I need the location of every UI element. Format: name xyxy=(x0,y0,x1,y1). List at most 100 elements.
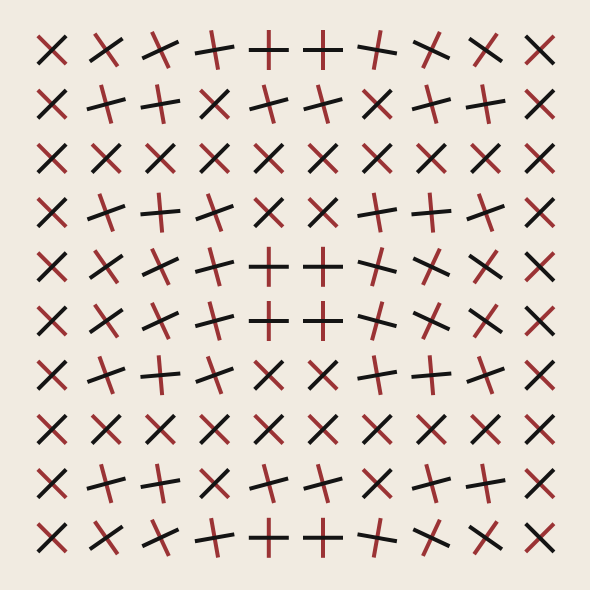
cross-mark xyxy=(524,359,556,391)
cross-mark xyxy=(36,251,68,283)
cross-mark xyxy=(524,34,556,66)
cross-mark xyxy=(36,413,68,445)
cross-bar-black xyxy=(140,208,181,217)
cross-mark xyxy=(357,192,398,233)
cross-mark xyxy=(468,520,504,556)
cross-mark xyxy=(466,355,506,395)
cross-bar-black xyxy=(524,142,556,174)
cross-bar-black xyxy=(36,88,68,120)
cross-mark xyxy=(412,518,451,557)
cross-bar-black xyxy=(307,197,339,229)
cross-mark xyxy=(141,31,180,69)
cross-mark xyxy=(303,517,343,558)
cross-mark xyxy=(303,84,343,125)
cross-mark xyxy=(140,463,181,504)
cross-bar-black xyxy=(88,307,124,335)
cross-bar-black xyxy=(86,476,127,491)
cross-mark xyxy=(524,88,556,120)
cross-bar-black xyxy=(36,142,68,174)
cross-bar-black xyxy=(357,259,398,274)
cross-mark xyxy=(361,88,393,120)
cross-mark xyxy=(524,522,556,554)
cross-mark xyxy=(357,355,398,396)
cross-bar-black xyxy=(361,468,393,500)
cross-mark xyxy=(411,192,452,233)
cross-bar-black xyxy=(468,253,504,280)
cross-bar-black xyxy=(357,532,398,544)
cross-bar-black xyxy=(361,88,393,120)
cross-grid xyxy=(36,29,556,558)
cross-mark xyxy=(144,142,176,174)
cross-mark xyxy=(357,29,398,71)
cross-mark xyxy=(307,197,339,229)
cross-bar-black xyxy=(144,413,176,445)
cross-bar-black xyxy=(36,305,68,337)
cross-mark xyxy=(36,522,68,554)
cross-bar-black xyxy=(357,207,398,219)
cross-mark xyxy=(141,247,180,286)
cross-mark xyxy=(466,193,506,233)
cross-bar-black xyxy=(524,413,556,445)
cross-bar-black xyxy=(411,476,452,491)
cross-mark xyxy=(86,193,126,233)
cross-mark xyxy=(194,29,235,71)
cross-bar-black xyxy=(199,142,231,174)
cross-mark xyxy=(303,246,343,287)
cross-bar-black xyxy=(470,413,502,445)
cross-bar-black xyxy=(140,371,181,379)
cross-mark xyxy=(415,413,447,445)
cross-bar-black xyxy=(357,313,398,329)
cross-bar-black xyxy=(524,251,556,283)
cross-mark xyxy=(412,31,451,69)
cross-bar-black xyxy=(307,359,339,391)
cross-bar-black xyxy=(248,97,289,112)
cross-mark xyxy=(357,246,398,287)
cross-mark xyxy=(248,463,289,504)
cross-mark xyxy=(361,413,393,445)
cross-bar-black xyxy=(253,142,285,174)
cross-bar-black xyxy=(36,359,68,391)
cross-mark xyxy=(524,305,556,337)
cross-bar-black xyxy=(88,36,124,64)
cross-bar-black xyxy=(524,34,556,66)
cross-mark xyxy=(465,84,506,125)
cross-mark xyxy=(361,468,393,500)
cross-mark xyxy=(524,468,556,500)
cross-mark xyxy=(194,301,235,341)
cross-bar-black xyxy=(90,413,122,445)
cross-bar-black xyxy=(307,413,339,445)
cross-mark xyxy=(199,88,231,120)
cross-bar-black xyxy=(468,36,504,64)
cross-bar-black xyxy=(86,366,126,384)
cross-bar-black xyxy=(253,197,285,229)
cross-mark xyxy=(248,30,289,70)
cross-mark xyxy=(303,301,343,341)
cross-bar-black xyxy=(86,97,127,112)
cross-mark xyxy=(86,463,127,504)
cross-mark xyxy=(248,301,289,341)
cross-mark xyxy=(36,34,68,66)
cross-bar-black xyxy=(524,88,556,120)
cross-mark xyxy=(194,517,235,558)
cross-bar-black xyxy=(524,522,556,554)
cross-bar-black xyxy=(199,468,231,500)
cross-bar-black xyxy=(465,98,506,110)
cross-bar-black xyxy=(524,468,556,500)
cross-mark xyxy=(195,193,235,233)
cross-bar-black xyxy=(524,359,556,391)
cross-mark xyxy=(307,142,339,174)
cross-bar-black xyxy=(470,142,502,174)
cross-bar-black xyxy=(88,524,124,551)
cross-bar-black xyxy=(36,197,68,229)
cross-mark xyxy=(88,303,124,339)
cross-bar-black xyxy=(468,307,504,335)
cross-bar-black xyxy=(195,203,235,222)
cross-mark xyxy=(411,84,452,125)
cross-mark xyxy=(253,142,285,174)
cross-mark xyxy=(411,463,452,504)
cross-mark xyxy=(90,142,122,174)
cross-bar-black xyxy=(199,88,231,120)
cross-mark xyxy=(524,197,556,229)
